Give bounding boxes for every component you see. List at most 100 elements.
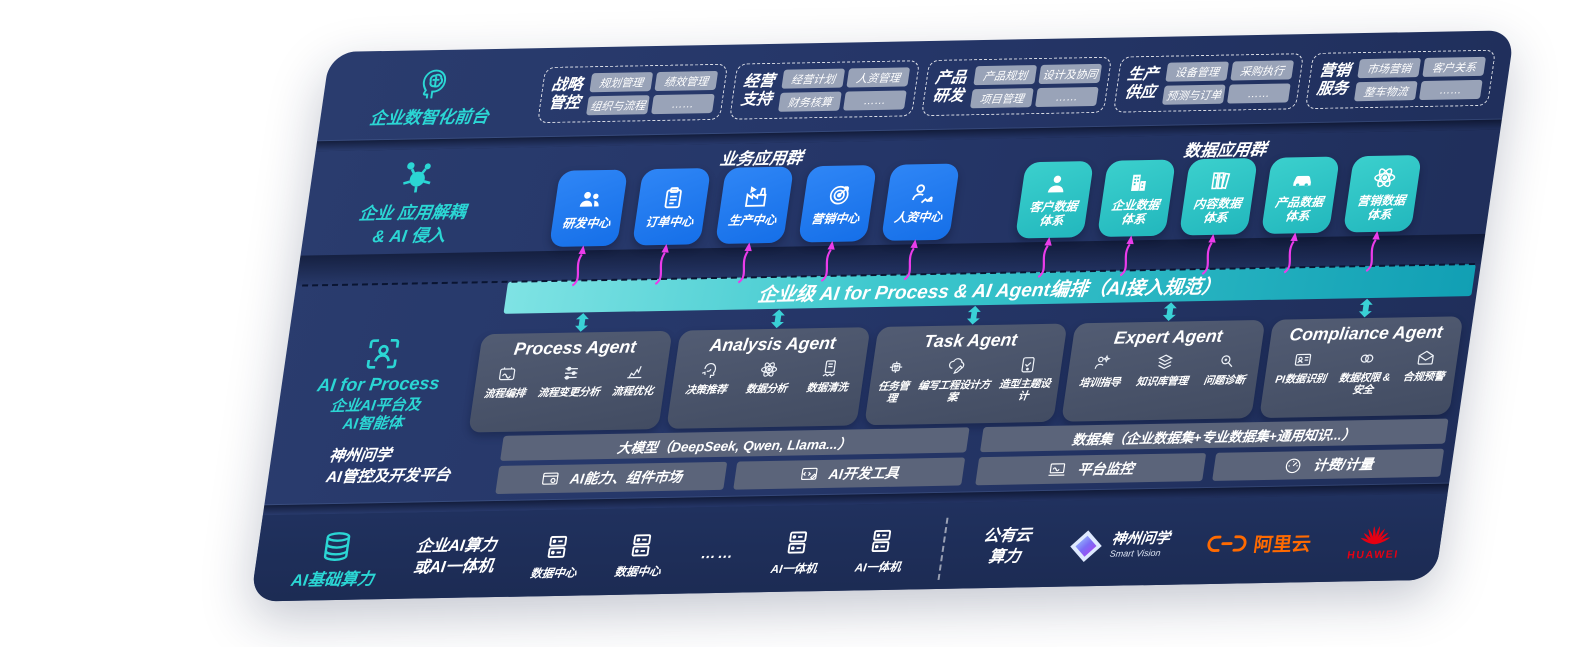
hr-icon	[911, 183, 933, 203]
tag-chip: 组织与流程	[586, 95, 650, 116]
flow-arrow-icon	[903, 239, 918, 281]
vendor-subtitle: Smart Vision	[1109, 547, 1162, 559]
platform-monitor-label: 平台监控	[1076, 460, 1135, 478]
optimize-icon	[627, 365, 643, 379]
customer-icon	[1047, 175, 1064, 193]
frontend-layer: 企业数智化前台 战略 管控 规划管理 绩效管理 组织与流程 …… 经营 支持 经…	[317, 30, 1515, 140]
agent-item-label: 数据清洗	[805, 381, 849, 395]
agent-item-label: 编写工程设计方案	[917, 378, 992, 404]
apps-layer: 企业 应用解耦 & AI 侵入 业务应用群 研发中心	[300, 130, 1500, 287]
agent-card-analysis: Analysis Agent 决策推荐 数据分析 数据清洗	[666, 327, 871, 429]
team-icon	[579, 191, 599, 207]
frontend-side-label: 企业数智化前台	[319, 64, 546, 130]
app-box-label: 企业数据 体系	[1110, 198, 1161, 227]
node-label: 数据中心	[529, 567, 578, 580]
tag-chip: 人资管理	[846, 67, 911, 88]
app-box-label: 营销中心	[810, 210, 861, 226]
double-arrow-icon	[575, 313, 589, 332]
market-icon	[541, 472, 559, 485]
tag-chip: 经营计划	[781, 68, 846, 89]
agent-item-label: 数据权限 & 安全	[1337, 371, 1392, 397]
node-datacenter-2: 数据中心	[613, 529, 666, 579]
model-group: 大模型（DeepSeek, Qwen, Llama...） AI能力、组件市场 …	[495, 427, 970, 495]
apps-side-label: 企业 应用解耦 & AI 侵入	[300, 149, 527, 255]
tag-chip: 规划管理	[589, 72, 654, 93]
app-box-label: 人资中心	[893, 209, 944, 225]
billing-label: 计费/计量	[1312, 455, 1375, 474]
tag-chip: 绩效管理	[654, 70, 719, 92]
group-product: 产品 研发 产品规划 设计及协同 项目管理 ……	[920, 56, 1113, 117]
vendor-huawei: HUAWEI	[1346, 521, 1403, 561]
agent-title: Expert Agent	[1112, 325, 1225, 348]
server-icon	[872, 529, 892, 552]
vendor-name: 阿里云	[1252, 533, 1313, 556]
app-box-production-center: 生产中心	[714, 166, 795, 284]
group-marketing: 营销 服务 市场营销 客户关系 整车物流 ……	[1304, 49, 1497, 110]
flow-arrow-icon	[571, 245, 586, 287]
compute-label: 企业AI算力 或AI一体机	[412, 537, 498, 577]
app-box-label: 营销数据 体系	[1356, 193, 1407, 223]
group-operation: 经营 支持 经营计划 人资管理 财务核算 ……	[729, 60, 921, 120]
brain-head-icon	[422, 69, 447, 99]
infra-layer-title: AI基础算力	[289, 570, 376, 590]
vendor-smartvision: 神州问学 Smart Vision	[1065, 527, 1171, 565]
tag-chip: 产品规划	[973, 65, 1038, 86]
node-label: AI一体机	[854, 561, 902, 574]
flow-arrow-icon	[654, 243, 669, 285]
clipboard-icon	[664, 186, 682, 208]
node-ellipsis: ……	[700, 544, 736, 562]
infra-side-label: AI基础算力	[290, 529, 381, 591]
diagnose-icon	[1221, 355, 1233, 368]
platform-side-label: 神州问学 AI管控及开发平台	[324, 447, 452, 487]
agent-card-process: Process Agent 流程编排 流程变更分析 流程优化	[468, 330, 673, 433]
task-icon	[890, 361, 903, 373]
alibabacloud-logo	[1207, 535, 1247, 552]
dataset-banner: 数据集（企业数据集+专业数据集+通用知识...）	[979, 418, 1449, 453]
tag-chip: ……	[1034, 86, 1099, 108]
server-icon	[631, 533, 652, 556]
app-box-rnd-center: 研发中心	[549, 169, 629, 287]
tag-chip: 整车物流	[1353, 81, 1418, 102]
monitor-icon	[1048, 463, 1066, 476]
agent-item-label: 任务管理	[877, 380, 910, 405]
devtools-icon	[800, 467, 818, 481]
main-panel: 企业数智化前台 战略 管控 规划管理 绩效管理 组织与流程 …… 经营 支持 经…	[250, 30, 1515, 602]
app-box-label: 客户数据 体系	[1028, 199, 1079, 229]
atom-icon	[1374, 168, 1396, 188]
app-box-label: 内容数据 体系	[1192, 196, 1243, 226]
band-arrows	[483, 296, 1466, 334]
app-box-label: 生产中心	[727, 212, 778, 228]
training-icon	[1095, 354, 1112, 369]
double-arrow-icon	[1358, 298, 1373, 318]
vendor-name: 神州问学	[1110, 530, 1171, 548]
tag-chip: 采购执行	[1230, 60, 1295, 81]
building-icon	[1130, 174, 1146, 192]
data-box-customer: 客户数据 体系	[1014, 161, 1094, 278]
business-cluster: 业务应用群 研发中心	[548, 141, 963, 287]
agent-item-label: 数据分析	[744, 382, 788, 396]
infra-divider	[937, 517, 949, 580]
analysis-icon	[761, 362, 778, 377]
theme-icon	[1020, 357, 1035, 373]
platform-layer: 神州问学 AI管控及开发平台 大模型（DeepSeek, Qwen, Llama…	[264, 414, 1459, 504]
app-box-label: 产品数据 体系	[1274, 195, 1325, 224]
data-box-product: 产品数据 体系	[1260, 156, 1340, 274]
flow-arrow-icon	[1119, 235, 1134, 277]
node-ai-appliance-1: AI一体机	[770, 527, 823, 577]
permission-icon	[1360, 354, 1374, 363]
vendor-alibabacloud: 阿里云	[1205, 529, 1313, 558]
capability-market-cell: AI能力、组件市场	[495, 461, 728, 495]
frontend-groups: 战略 管控 规划管理 绩效管理 组织与流程 …… 经营 支持 经营计划 人资管理…	[537, 49, 1497, 124]
node-ai-appliance-2: AI一体机	[854, 525, 907, 575]
agent-cards: Process Agent 流程编排 流程变更分析 流程优化	[468, 316, 1473, 433]
data-box-marketing: 营销数据 体系	[1342, 155, 1422, 272]
group-name: 产品 研发	[931, 69, 968, 105]
decision-icon	[701, 362, 716, 379]
tag-chip: ……	[651, 93, 715, 115]
server-icon	[787, 530, 808, 554]
agent-title: Analysis Agent	[708, 332, 838, 356]
app-box-label: 研发中心	[561, 215, 612, 231]
tag-chip: 客户关系	[1422, 56, 1487, 77]
data-cluster: 数据应用群 客户数据 体系	[1014, 133, 1425, 278]
